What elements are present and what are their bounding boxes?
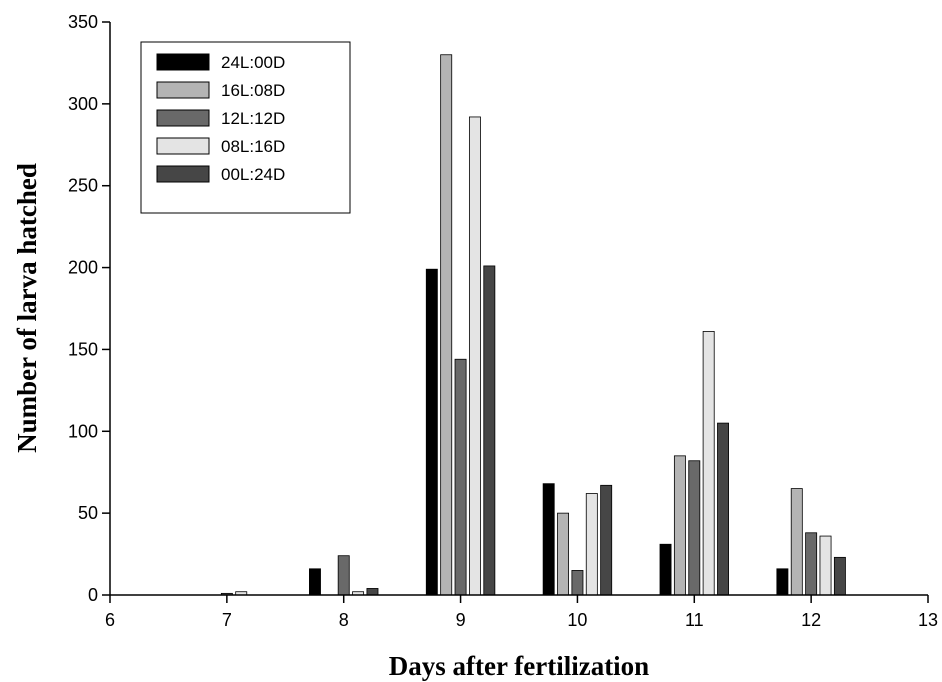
bar <box>542 483 555 596</box>
y-tick-label: 100 <box>68 421 98 441</box>
bar <box>702 331 715 596</box>
legend: 24L:00D 16L:08D 12L:12D 08L:16D 00L:24D <box>140 41 351 214</box>
legend-swatch <box>156 53 210 71</box>
bar <box>440 54 453 596</box>
y-ticks-group: 0 50 100 150 200 250 300 350 <box>68 12 110 605</box>
bar <box>600 484 613 596</box>
y-axis-title: Number of larva hatched <box>12 163 42 453</box>
y-tick-label: 0 <box>88 585 98 605</box>
x-ticks-group: 6 7 8 9 10 11 12 13 <box>105 595 938 630</box>
legend-label: 08L:16D <box>221 137 285 156</box>
y-tick-label: 200 <box>68 258 98 278</box>
bar <box>805 532 818 596</box>
bar <box>454 358 467 596</box>
bar <box>309 568 321 596</box>
x-tick-label: 8 <box>339 610 349 630</box>
bar <box>366 588 379 596</box>
legend-swatch <box>156 137 210 155</box>
legend-swatch <box>156 165 210 183</box>
bar <box>833 556 846 596</box>
bar <box>557 512 570 596</box>
bar <box>571 570 584 596</box>
y-tick-label: 250 <box>68 176 98 196</box>
bar <box>483 265 496 596</box>
x-tick-label: 10 <box>567 610 587 630</box>
bar <box>673 455 686 596</box>
legend-label: 16L:08D <box>221 81 285 100</box>
x-tick-label: 7 <box>222 610 232 630</box>
legend-label: 00L:24D <box>221 165 285 184</box>
bars-group <box>220 54 846 596</box>
x-tick-label: 11 <box>685 610 704 630</box>
y-tick-label: 50 <box>78 503 98 523</box>
y-tick-label: 300 <box>68 94 98 114</box>
x-axis-title: Days after fertilization <box>389 651 649 681</box>
bar <box>585 493 598 596</box>
legend-swatch <box>156 109 210 127</box>
legend-swatch <box>156 81 210 99</box>
axes-group <box>109 22 928 596</box>
bar <box>819 535 832 596</box>
bar <box>776 568 789 596</box>
bar <box>337 555 350 596</box>
x-tick-label: 9 <box>456 610 466 630</box>
bar <box>790 488 803 596</box>
bar <box>688 460 701 596</box>
bar <box>468 116 481 596</box>
x-tick-label: 6 <box>105 610 115 630</box>
y-tick-label: 150 <box>68 339 98 359</box>
bar <box>717 422 729 596</box>
legend-label: 12L:12D <box>221 109 285 128</box>
legend-label: 24L:00D <box>221 53 285 72</box>
bar <box>659 543 672 596</box>
x-tick-label: 13 <box>918 610 938 630</box>
y-tick-label: 350 <box>68 12 98 32</box>
bar <box>425 268 438 596</box>
x-tick-label: 12 <box>801 610 821 630</box>
